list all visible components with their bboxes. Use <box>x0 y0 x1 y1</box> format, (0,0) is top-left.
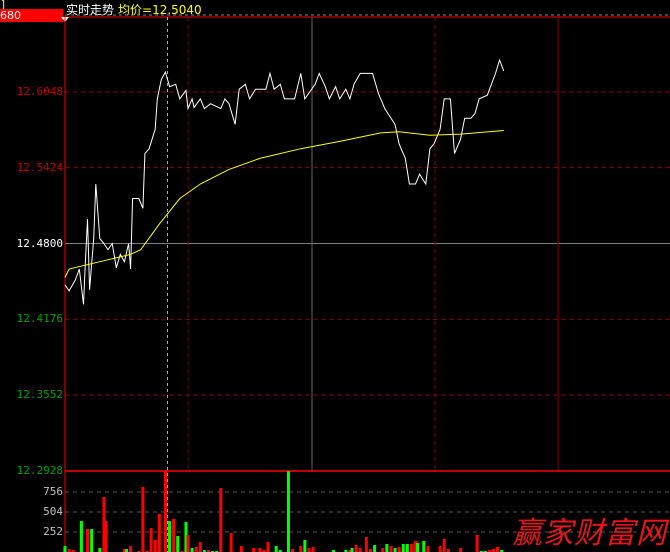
volume-bar <box>274 545 278 552</box>
volume-bar <box>496 547 500 552</box>
volume-bar <box>266 542 270 552</box>
volume-bar <box>67 548 71 552</box>
volume-bar <box>397 547 401 552</box>
volume-bar <box>381 548 385 552</box>
volume-bar <box>286 471 290 552</box>
volume-tick-label: 252 <box>43 525 63 538</box>
volume-bar <box>311 547 315 552</box>
title-text: 实时走势 <box>66 3 115 17</box>
volume-bar <box>487 550 491 552</box>
volume-bar <box>98 548 102 552</box>
volume-bar <box>190 548 194 552</box>
price-tick-label: 12.6048 <box>16 84 63 98</box>
volume-bar <box>215 550 219 552</box>
volume-bar <box>153 540 157 552</box>
price-line <box>64 58 505 305</box>
price-tick-label: 12.2928 <box>16 464 63 477</box>
volume-bar <box>422 540 426 552</box>
volume-bar <box>354 545 358 552</box>
volume-bar <box>401 543 405 552</box>
volume-bar <box>500 550 504 552</box>
volume-bar <box>393 548 397 552</box>
volume-bar <box>184 522 188 552</box>
volume-bar <box>229 533 233 552</box>
volume-bar <box>141 487 145 552</box>
volume-bar <box>207 550 210 552</box>
volume-bar <box>86 528 90 552</box>
volume-bar <box>252 548 256 552</box>
volume-bar <box>239 545 243 552</box>
volume-bar <box>350 548 354 552</box>
volume-bar <box>414 540 418 552</box>
volume-bar <box>416 543 420 552</box>
volume-tick-label: 504 <box>43 505 63 518</box>
volume-bar <box>194 547 198 552</box>
volume-bar <box>180 550 184 552</box>
volume-bar <box>168 521 172 552</box>
volume-tick-label: 756 <box>43 485 63 498</box>
volume-bar <box>79 521 83 552</box>
volume-bar <box>409 543 413 552</box>
watermark-logo: 赢家财富网 <box>512 516 667 551</box>
avg-price-label: 均价=12.5040 <box>118 3 202 17</box>
price-tick-label: 12.3552 <box>16 388 63 402</box>
volume-bar <box>368 548 372 552</box>
volume-bar <box>122 548 126 552</box>
volume-bar <box>104 521 108 552</box>
volume-bar <box>202 550 206 552</box>
volume-bar <box>332 550 336 552</box>
volume-bar <box>364 537 368 552</box>
volume-bar <box>303 540 307 552</box>
price-tick-label: 12.4800 <box>16 236 63 250</box>
volume-bar <box>385 543 389 552</box>
volume-bar <box>63 545 67 552</box>
volume-bar <box>198 542 202 552</box>
volume-bar <box>71 550 75 552</box>
corner-mark: ] <box>0 0 7 11</box>
volume-bar <box>186 535 190 552</box>
volume-bar <box>358 548 362 552</box>
volume-bar <box>163 471 167 552</box>
volume-bar <box>102 497 106 552</box>
volume-bar <box>442 538 446 552</box>
volume-bar <box>299 545 303 552</box>
volume-bar <box>176 535 180 552</box>
volume-bar <box>459 548 463 552</box>
volume-bar <box>438 545 442 552</box>
volume-bar <box>129 545 133 552</box>
volume-bar <box>475 535 479 552</box>
volume-bar <box>90 528 94 552</box>
volume-bar <box>446 548 450 552</box>
volume-bar <box>137 550 141 552</box>
volume-bar <box>172 518 176 552</box>
current-value-badge: 680 <box>0 9 63 22</box>
volume-bar <box>262 550 266 552</box>
avg-price-line <box>64 130 504 278</box>
volume-bar <box>348 550 352 552</box>
chart-title: 实时走势 均价=12.5040 <box>66 1 202 18</box>
volume-bar <box>145 550 149 552</box>
volume-bar <box>211 550 215 552</box>
volume-bar <box>479 550 483 552</box>
price-tick-label: 12.4176 <box>16 312 63 326</box>
volume-bar <box>149 528 153 552</box>
volume-bar <box>405 543 409 552</box>
volume-bar <box>258 548 262 552</box>
price-tick-label: 12.5424 <box>16 160 63 174</box>
volume-bar <box>426 545 430 552</box>
volume-bar <box>344 550 348 552</box>
volume-bar <box>389 545 393 552</box>
volume-bar <box>278 550 282 552</box>
volume-bar <box>491 548 495 552</box>
volume-bar <box>157 513 161 552</box>
volume-bar <box>373 545 377 552</box>
volume-bar <box>219 488 223 552</box>
volume-bar <box>483 550 487 552</box>
volume-bar <box>307 548 311 552</box>
volume-bar <box>125 548 128 552</box>
volume-bar <box>291 548 295 552</box>
